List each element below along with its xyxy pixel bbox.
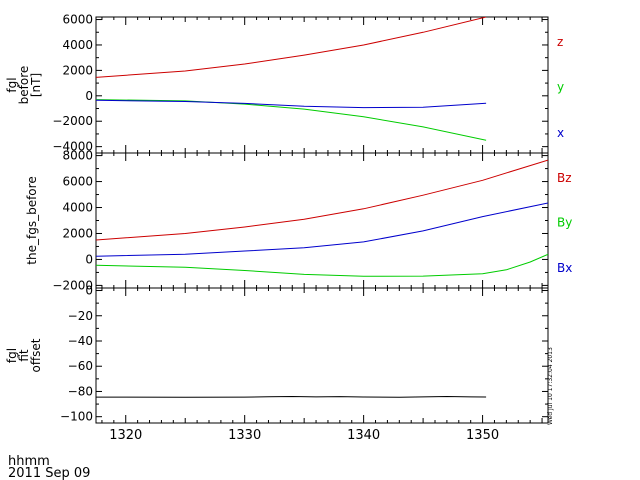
series-line-z bbox=[96, 17, 487, 78]
y-tick-label: −100 bbox=[60, 410, 93, 424]
y-tick-label: −80 bbox=[68, 384, 93, 398]
x-tick-label: 1350 bbox=[466, 428, 499, 443]
series-line-x bbox=[96, 99, 487, 109]
series-line-offset bbox=[96, 395, 487, 398]
x-axis-date-label: 2011 Sep 09 bbox=[8, 466, 90, 480]
y-tick-label: −2000 bbox=[52, 278, 93, 292]
y-axis-title: the_fgs_before bbox=[25, 176, 39, 264]
y-axis-title: before bbox=[17, 66, 31, 105]
legend-x: x bbox=[557, 126, 564, 140]
y-tick-label: −40 bbox=[68, 334, 93, 348]
panel-frame bbox=[95, 287, 549, 424]
y-tick-label: 4000 bbox=[62, 38, 93, 52]
x-axis-title-hhmm: hhmm bbox=[8, 454, 50, 469]
series-line-By bbox=[96, 253, 548, 277]
y-tick-label: 6000 bbox=[62, 13, 93, 27]
y-tick-label: 8000 bbox=[62, 149, 93, 163]
x-tick-label: 1330 bbox=[228, 428, 261, 443]
y-tick-label: 0 bbox=[85, 89, 93, 103]
legend-y: y bbox=[557, 80, 564, 94]
y-axis-title: fgl bbox=[5, 77, 19, 92]
y-tick-label: −2000 bbox=[52, 114, 93, 128]
y-tick-label: 0 bbox=[85, 284, 93, 298]
legend-z: z bbox=[557, 35, 563, 49]
y-axis-title: fgl bbox=[5, 348, 19, 363]
panel-frame bbox=[95, 152, 549, 289]
legend-Bz: Bz bbox=[557, 171, 572, 185]
x-tick-label: 1320 bbox=[109, 428, 142, 443]
x-tick-label: 1340 bbox=[347, 428, 380, 443]
y-axis-title: offset bbox=[29, 338, 43, 372]
y-tick-label: −20 bbox=[68, 309, 93, 323]
y-axis-title: fit bbox=[17, 349, 31, 362]
panel-frame bbox=[95, 16, 549, 154]
timestamp-label: Wed Jul 10 17:32:04 2013 bbox=[547, 347, 554, 425]
legend-By: By bbox=[557, 216, 572, 230]
y-tick-label: 6000 bbox=[62, 175, 93, 189]
y-tick-label: 2000 bbox=[62, 63, 93, 77]
series-line-Bz bbox=[96, 159, 548, 241]
y-tick-label: 0 bbox=[85, 252, 93, 266]
series-line-y bbox=[96, 99, 487, 141]
y-tick-label: 4000 bbox=[62, 201, 93, 215]
y-axis-title: [nT] bbox=[29, 73, 43, 97]
legend-Bx: Bx bbox=[557, 261, 572, 275]
series-line-Bx bbox=[96, 202, 548, 257]
panel-2: 8000 6000 4000 2000 0 −2000 the_fgs_before Bz By… bbox=[25, 149, 572, 293]
y-tick-label: −4000 bbox=[52, 140, 93, 154]
y-tick-label: −60 bbox=[68, 359, 93, 373]
y-tick-label: 2000 bbox=[62, 226, 93, 240]
